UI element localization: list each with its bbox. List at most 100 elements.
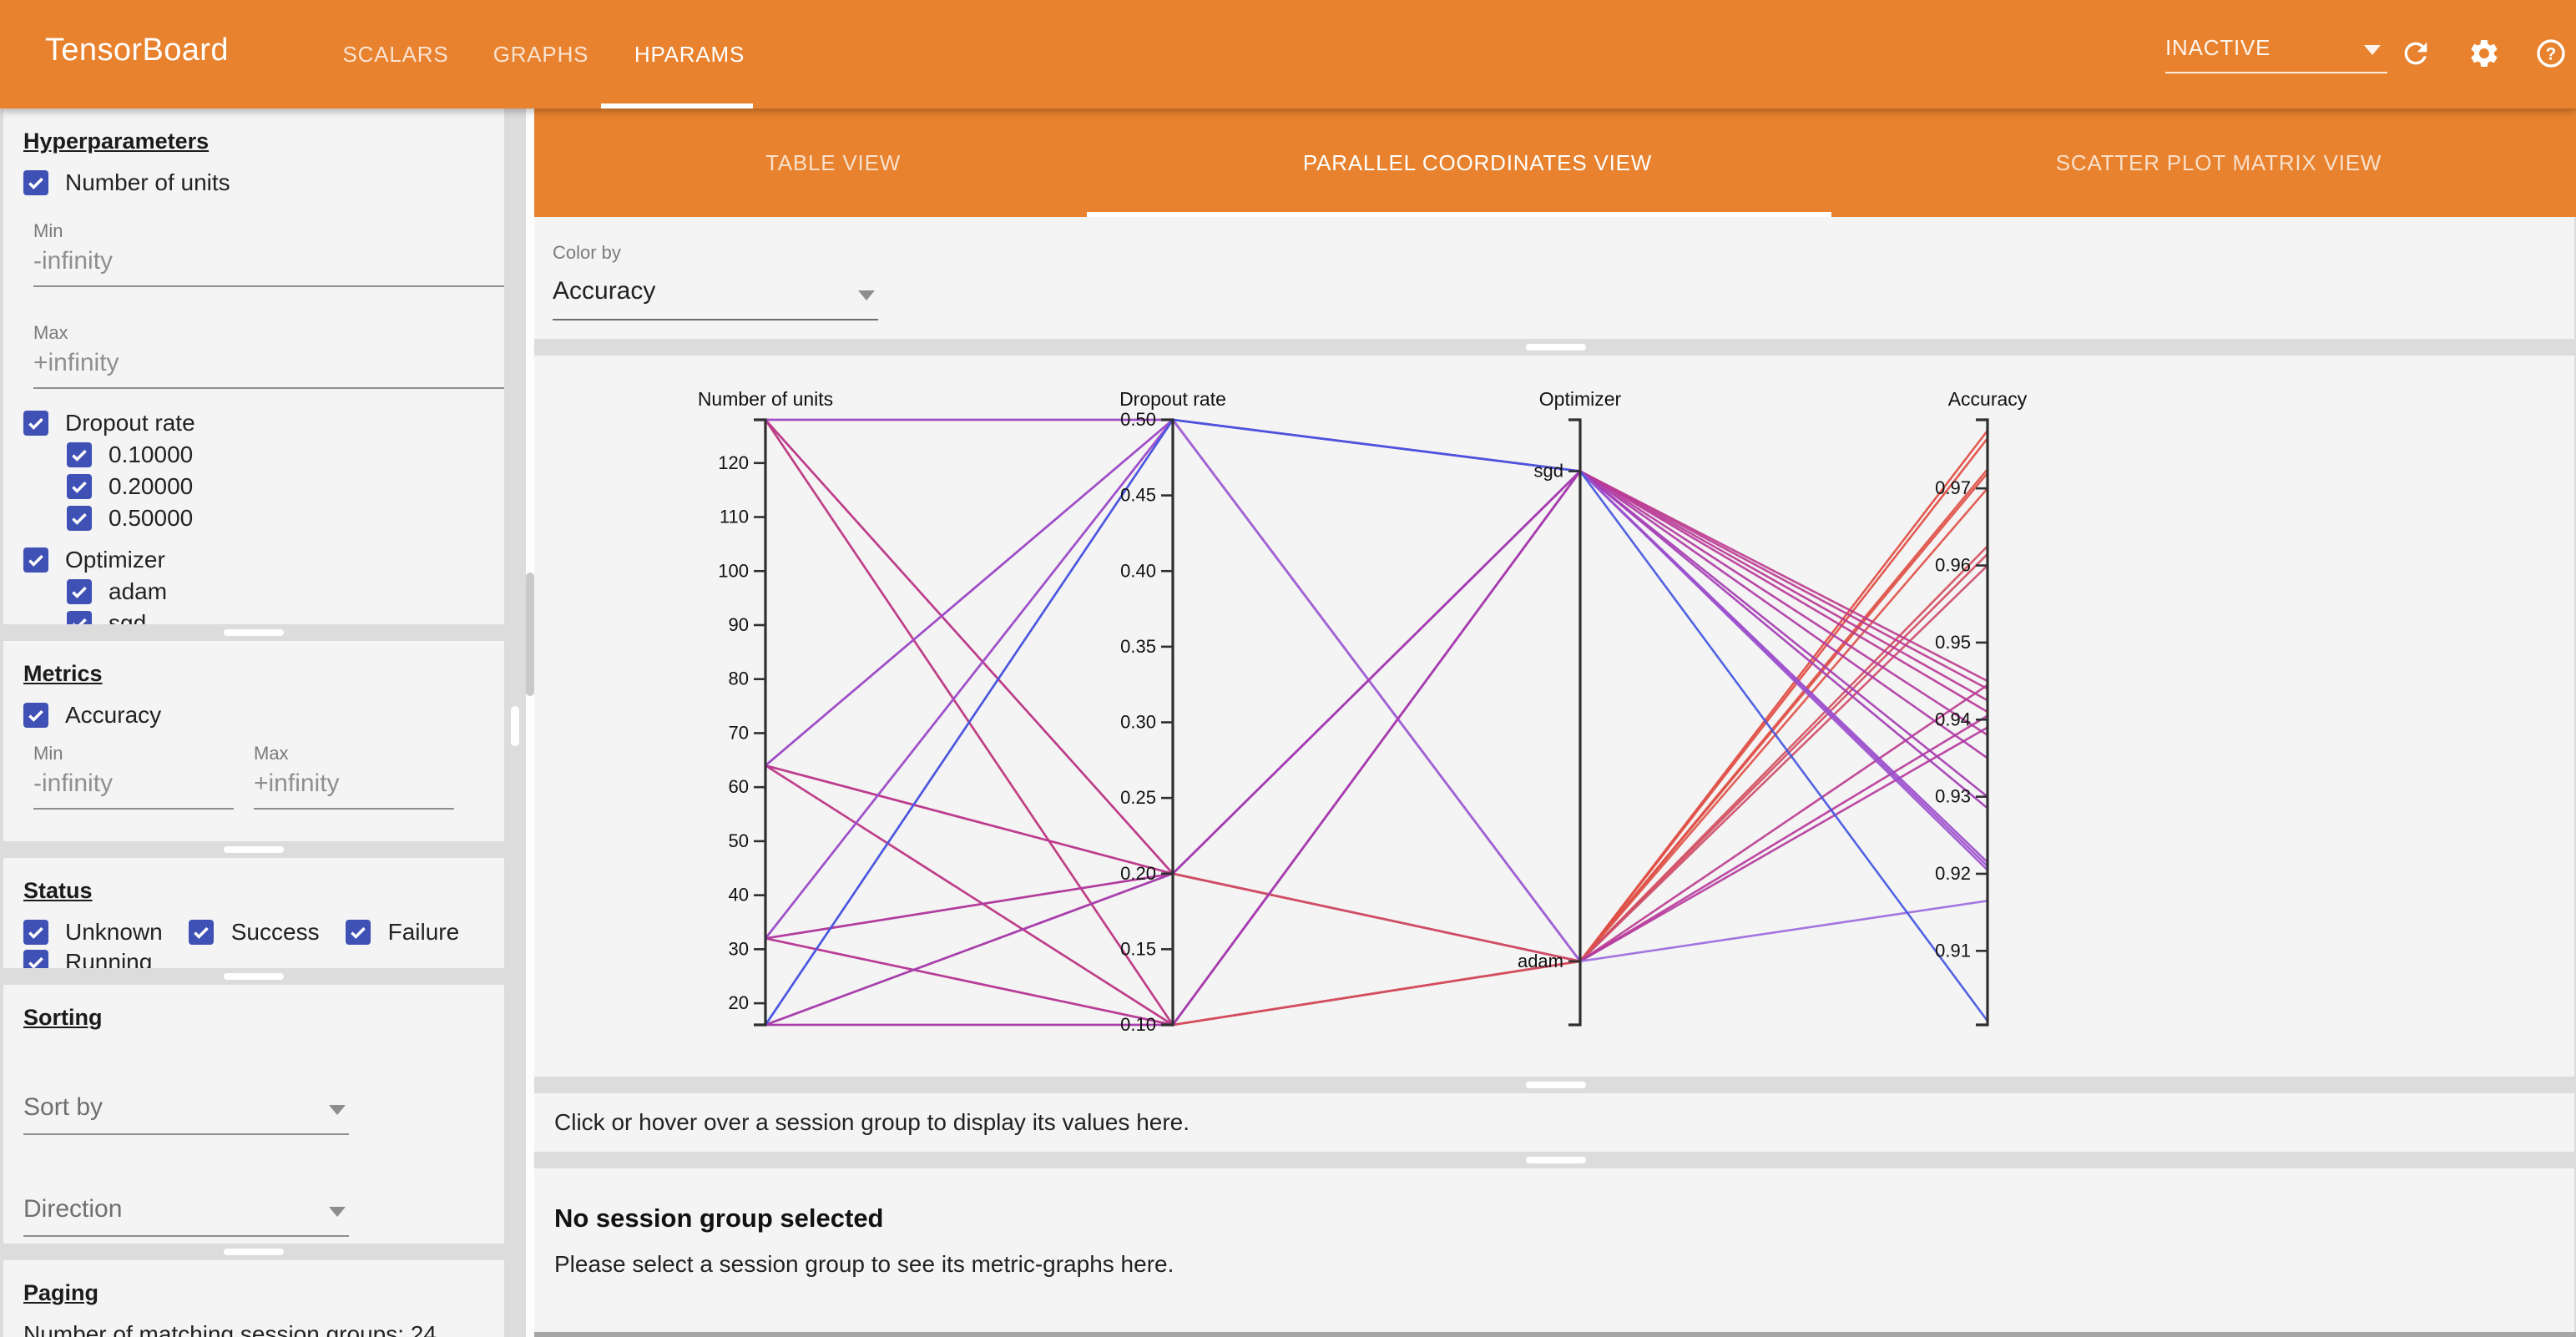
session-group-line-12[interactable] [764, 419, 1988, 1027]
axis-tick-label: 40 [729, 885, 749, 906]
sidebar-splitter[interactable] [504, 108, 527, 1337]
axis-tick-label: 0.94 [1935, 709, 1971, 729]
checkbox-status-failure[interactable] [346, 919, 371, 944]
view-tab-parallel-coordinates-view[interactable]: PARALLEL COORDINATES VIEW [1302, 150, 1653, 175]
session-group-line-18[interactable] [765, 469, 1988, 1027]
horizontal-scrollbar[interactable] [534, 1332, 2576, 1337]
axis-tick-label: 0.30 [1120, 712, 1156, 733]
hyperparameters-section: Hyperparameters Number of units Min -inf… [3, 108, 504, 624]
axis-title: Accuracy [1948, 388, 2028, 410]
checkbox-dropout-rate-0-50000[interactable] [67, 505, 92, 530]
max-label: Max [254, 744, 289, 764]
min-label: Min [33, 222, 63, 242]
min-input[interactable]: -infinity [33, 242, 504, 287]
direction-dropdown[interactable]: Direction [23, 1192, 349, 1237]
max-input[interactable]: +infinity [254, 764, 454, 810]
chevron-down-icon [329, 1105, 346, 1115]
checkbox-dropout-rate-0-20000[interactable] [67, 473, 92, 498]
axis-tick-label: 0.92 [1935, 863, 1971, 884]
min-input[interactable]: -infinity [33, 764, 234, 810]
checkbox-number-of-units[interactable] [23, 169, 48, 194]
session-group-line-14[interactable] [765, 419, 1988, 875]
help-icon[interactable]: ? [2534, 37, 2568, 70]
axis-tick-label: 90 [729, 614, 749, 635]
panel-divider[interactable] [534, 339, 2576, 356]
refresh-icon[interactable] [2399, 37, 2432, 70]
checkbox-row-optimizer: Optimizer [23, 546, 484, 573]
session-group-line-4[interactable] [765, 487, 1988, 1027]
checkbox-label: Number of units [65, 169, 230, 195]
checkbox-dropout-rate-0-10000[interactable] [67, 441, 92, 467]
session-group-line-21[interactable] [765, 418, 1988, 867]
colorby-panel: Color by Accuracy [534, 217, 2574, 339]
axis-tick-label: 80 [729, 668, 749, 689]
section-heading: Status [23, 878, 93, 903]
axis-tick-label: 0.45 [1120, 485, 1156, 506]
session-values-hint: Click or hover over a session group to d… [554, 1108, 1190, 1135]
plugin-tab-scalars[interactable]: SCALARS [342, 42, 449, 67]
no-session-body: Please select a session group to see its… [554, 1250, 1174, 1277]
view-tab-scatter-plot-matrix-view[interactable]: SCATTER PLOT MATRIX VIEW [2055, 150, 2382, 175]
sidebar-section-divider[interactable] [3, 968, 504, 985]
max-input[interactable]: +infinity [33, 344, 504, 389]
status-dropdown[interactable]: INACTIVE [2165, 28, 2387, 73]
axis-line [754, 418, 767, 1027]
axis-optimizer[interactable]: Optimizer sgd adam [1518, 388, 1622, 1027]
axis-accuracy[interactable]: Accuracy 0.91 0.92 0.93 0.94 0.95 0.96 0.97 [1935, 388, 2028, 1027]
colorby-dropdown[interactable]: Accuracy [553, 272, 878, 320]
session-group-line-0[interactable] [764, 419, 1989, 1027]
checkbox-optimizer-adam[interactable] [67, 578, 92, 603]
checkbox-status-unknown[interactable] [23, 919, 48, 944]
section-heading: Metrics [23, 661, 103, 686]
axis-tick-label: 0.96 [1935, 555, 1971, 576]
no-session-title: No session group selected [554, 1205, 884, 1234]
panel-divider[interactable] [534, 1152, 2576, 1168]
checkbox-accuracy[interactable] [23, 702, 48, 727]
drag-handle [224, 846, 284, 853]
checkbox-row-dropout-rate-0-20000: 0.20000 [67, 472, 484, 499]
session-values-panel: Click or hover over a session group to d… [534, 1093, 2574, 1152]
sidebar-section-divider[interactable] [3, 841, 504, 858]
axis-title: Dropout rate [1119, 388, 1226, 410]
checkbox-label: Success [230, 918, 320, 945]
drag-handle [511, 706, 519, 746]
checkbox-optimizer[interactable] [23, 547, 48, 572]
section-heading: Sorting [23, 1005, 103, 1030]
session-group-line-22[interactable] [764, 418, 1988, 940]
checkbox-status-running[interactable] [23, 949, 48, 968]
sort-by-placeholder: Sort by [23, 1093, 104, 1122]
plugin-tab-graphs[interactable]: GRAPHS [492, 42, 589, 67]
session-group-line-19[interactable] [765, 469, 1988, 1027]
parallel-coordinates-svg[interactable]: Number of units 20 30 40 50 60 70 80 90 100 110 120… [534, 356, 2574, 1077]
sidebar-scrollbar[interactable] [526, 108, 535, 1337]
sort-by-dropdown[interactable]: Sort by [23, 1090, 349, 1135]
checkbox-optimizer-sgd[interactable] [67, 610, 92, 624]
panel-divider[interactable] [534, 1077, 2576, 1093]
checkbox-label: sgd [109, 609, 147, 624]
checkbox-label: Optimizer [65, 546, 165, 573]
session-group-line-20[interactable] [765, 418, 1988, 864]
scrollbar-thumb[interactable] [526, 573, 535, 696]
axis-tick-label: 0.35 [1120, 636, 1156, 657]
checkbox-row-dropout-rate-0-10000: 0.10000 [67, 441, 484, 467]
checkbox-status-success[interactable] [189, 919, 215, 944]
axis-tick-label: 0.10 [1120, 1014, 1156, 1035]
drag-handle [1525, 344, 1585, 351]
session-group-line-23[interactable] [764, 418, 1989, 1026]
drag-handle [224, 629, 284, 636]
sidebar-section-divider[interactable] [3, 624, 504, 641]
section-heading: Hyperparameters [23, 129, 210, 154]
plugin-tab-hparams[interactable]: HPARAMS [634, 42, 745, 67]
session-group-line-11[interactable] [764, 417, 1988, 1026]
checkbox-dropout-rate[interactable] [23, 410, 48, 435]
drag-handle [224, 973, 284, 980]
axis-dropout-rate[interactable]: Dropout rate 0.10 0.15 0.20 0.25 0.30 0.35 0.40… [1119, 388, 1226, 1035]
session-group-line-3[interactable] [765, 472, 1988, 963]
view-tab-table-view[interactable]: TABLE VIEW [765, 150, 902, 175]
sidebar-section-divider[interactable] [3, 1244, 504, 1260]
sorting-section: Sorting Sort by Direction [3, 985, 504, 1244]
axis-number-of-units[interactable]: Number of units 20 30 40 50 60 70 80 90 100 110 120 [698, 388, 833, 1027]
settings-gear-icon[interactable] [2467, 37, 2501, 70]
axis-tick-label: 0.95 [1935, 632, 1971, 653]
